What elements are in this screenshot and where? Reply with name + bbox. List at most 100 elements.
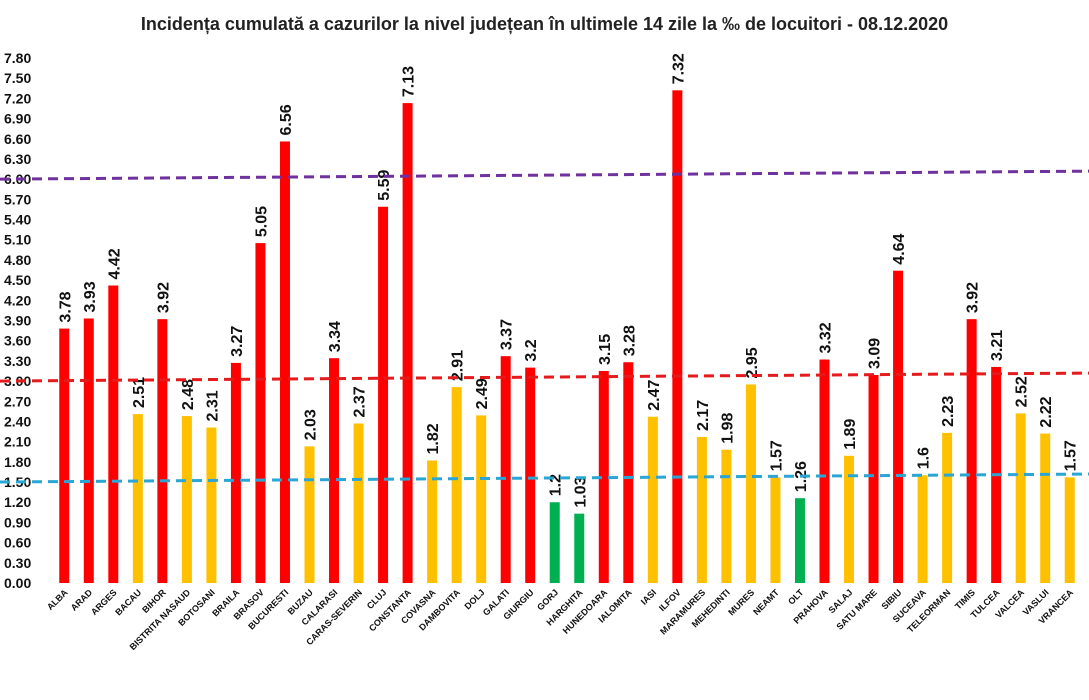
bar <box>157 319 168 583</box>
bar <box>59 328 70 583</box>
bar <box>745 384 756 583</box>
y-tick-label: 4.80 <box>4 252 31 268</box>
value-label: 2.47 <box>646 380 663 411</box>
value-label: 2.48 <box>180 379 197 410</box>
bar <box>696 436 707 583</box>
y-tick-label: 0.60 <box>4 535 31 551</box>
value-label: 3.21 <box>989 330 1006 361</box>
y-tick-label: 0.00 <box>4 575 31 591</box>
value-label: 2.22 <box>1038 396 1055 427</box>
value-label: 2.51 <box>131 377 148 408</box>
y-tick-label: 4.50 <box>4 272 31 288</box>
y-tick-label: 6.30 <box>4 151 31 167</box>
value-label: 3.93 <box>82 281 99 312</box>
bar <box>279 141 290 583</box>
category-label: ALBA <box>45 587 70 612</box>
threshold-line <box>0 472 1089 484</box>
value-label: 1.57 <box>1063 440 1080 471</box>
y-tick-label: 0.90 <box>4 514 31 530</box>
bar <box>255 243 266 583</box>
y-tick-label: 3.60 <box>4 333 31 349</box>
value-label: 4.42 <box>106 248 123 279</box>
bar <box>868 375 879 583</box>
bar <box>647 416 658 583</box>
value-label: 1.98 <box>719 412 736 443</box>
y-tick-label: 6.90 <box>4 111 31 127</box>
threshold-line <box>0 169 1089 181</box>
bar <box>1015 413 1026 583</box>
bar <box>108 285 119 583</box>
bar <box>476 415 487 583</box>
bar <box>893 270 904 583</box>
bar <box>623 362 634 583</box>
bar <box>378 206 389 583</box>
value-label: 3.2 <box>523 339 540 361</box>
value-label: 2.91 <box>450 350 467 381</box>
value-label: 2.23 <box>940 396 957 427</box>
value-label: 2.03 <box>303 409 320 440</box>
value-label: 2.17 <box>695 400 712 431</box>
bar <box>230 362 241 583</box>
y-tick-label: 1.80 <box>4 454 31 470</box>
bar <box>402 103 413 583</box>
bar <box>181 416 192 583</box>
category-label: MURES <box>726 587 756 617</box>
bar <box>549 502 560 583</box>
y-tick-label: 3.30 <box>4 353 31 369</box>
value-label: 2.49 <box>474 378 491 409</box>
y-tick-label: 7.20 <box>4 90 31 106</box>
value-label: 1.57 <box>768 440 785 471</box>
value-label: 3.37 <box>499 319 516 350</box>
value-label: 1.6 <box>916 447 933 469</box>
y-tick-label: 7.80 <box>4 50 31 66</box>
y-tick-label: 4.20 <box>4 292 31 308</box>
value-label: 3.34 <box>327 321 344 352</box>
bar <box>132 414 143 583</box>
bar <box>304 446 315 583</box>
bar <box>1040 433 1051 583</box>
value-label: 5.05 <box>253 206 270 237</box>
value-label: 2.95 <box>744 347 761 378</box>
y-tick-label: 6.60 <box>4 131 31 147</box>
y-tick-label: 5.70 <box>4 191 31 207</box>
value-label: 3.15 <box>597 334 614 365</box>
bar <box>574 513 585 583</box>
y-tick-label: 2.40 <box>4 413 31 429</box>
bar <box>206 427 217 583</box>
value-label: 2.52 <box>1014 376 1031 407</box>
bar <box>329 358 340 583</box>
bar <box>844 455 855 583</box>
bar <box>794 498 805 583</box>
bar <box>353 423 364 583</box>
bar <box>721 449 732 583</box>
value-label: 7.32 <box>670 53 687 84</box>
bar <box>427 460 438 583</box>
bar <box>598 370 609 583</box>
value-label: 1.03 <box>572 476 589 507</box>
bar <box>770 477 781 583</box>
bar <box>1064 477 1075 583</box>
bar <box>819 359 830 583</box>
y-tick-label: 5.10 <box>4 232 31 248</box>
value-label: 3.92 <box>965 282 982 313</box>
value-label: 3.09 <box>867 338 884 369</box>
value-label: 3.28 <box>621 325 638 356</box>
value-label: 1.82 <box>425 423 442 454</box>
bar <box>525 367 536 583</box>
y-tick-label: 2.70 <box>4 393 31 409</box>
y-tick-label: 2.10 <box>4 434 31 450</box>
value-label: 6.56 <box>278 104 295 135</box>
category-label: NEAMT <box>751 587 781 617</box>
value-label: 3.27 <box>229 326 246 357</box>
y-tick-label: 7.50 <box>4 70 31 86</box>
y-tick-label: 1.20 <box>4 494 31 510</box>
category-label: OLT <box>786 587 806 607</box>
value-label: 7.13 <box>401 66 418 97</box>
category-label: IASI <box>639 587 658 606</box>
bar <box>942 432 953 583</box>
y-tick-label: 0.30 <box>4 555 31 571</box>
value-label: 2.31 <box>204 390 221 421</box>
chart-title: Incidența cumulată a cazurilor la nivel … <box>140 14 949 34</box>
threshold-line <box>0 371 1089 383</box>
